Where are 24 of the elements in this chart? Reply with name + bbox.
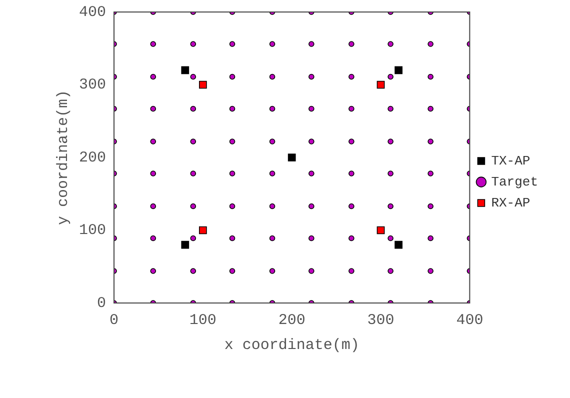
x-tick-label: 0 xyxy=(109,312,119,329)
y-axis-title: y coordinate(m) xyxy=(54,90,72,226)
y-tick-label: 100 xyxy=(78,222,106,240)
point xyxy=(376,226,385,234)
legend-label: Target xyxy=(491,174,538,190)
point xyxy=(181,66,190,74)
x-tick-label: 200 xyxy=(278,312,306,329)
y-tick-label: 200 xyxy=(78,149,106,166)
point xyxy=(198,226,207,234)
point xyxy=(288,154,296,162)
x-tick-label: 300 xyxy=(367,312,394,329)
x-tick-label: 400 xyxy=(456,312,484,329)
y-tick-label: 400 xyxy=(78,4,106,21)
legend-label: TX-AP xyxy=(491,153,530,168)
legend-label: RX-AP xyxy=(491,195,530,210)
x-tick-label: 100 xyxy=(189,312,216,329)
point xyxy=(198,80,207,89)
point xyxy=(376,80,385,89)
x-axis-title: x coordinate(m) xyxy=(224,336,360,354)
y-tick-label: 300 xyxy=(78,76,106,94)
point xyxy=(181,240,190,249)
y-tick-label: 0 xyxy=(96,294,106,312)
point xyxy=(394,66,402,74)
point xyxy=(394,240,402,249)
